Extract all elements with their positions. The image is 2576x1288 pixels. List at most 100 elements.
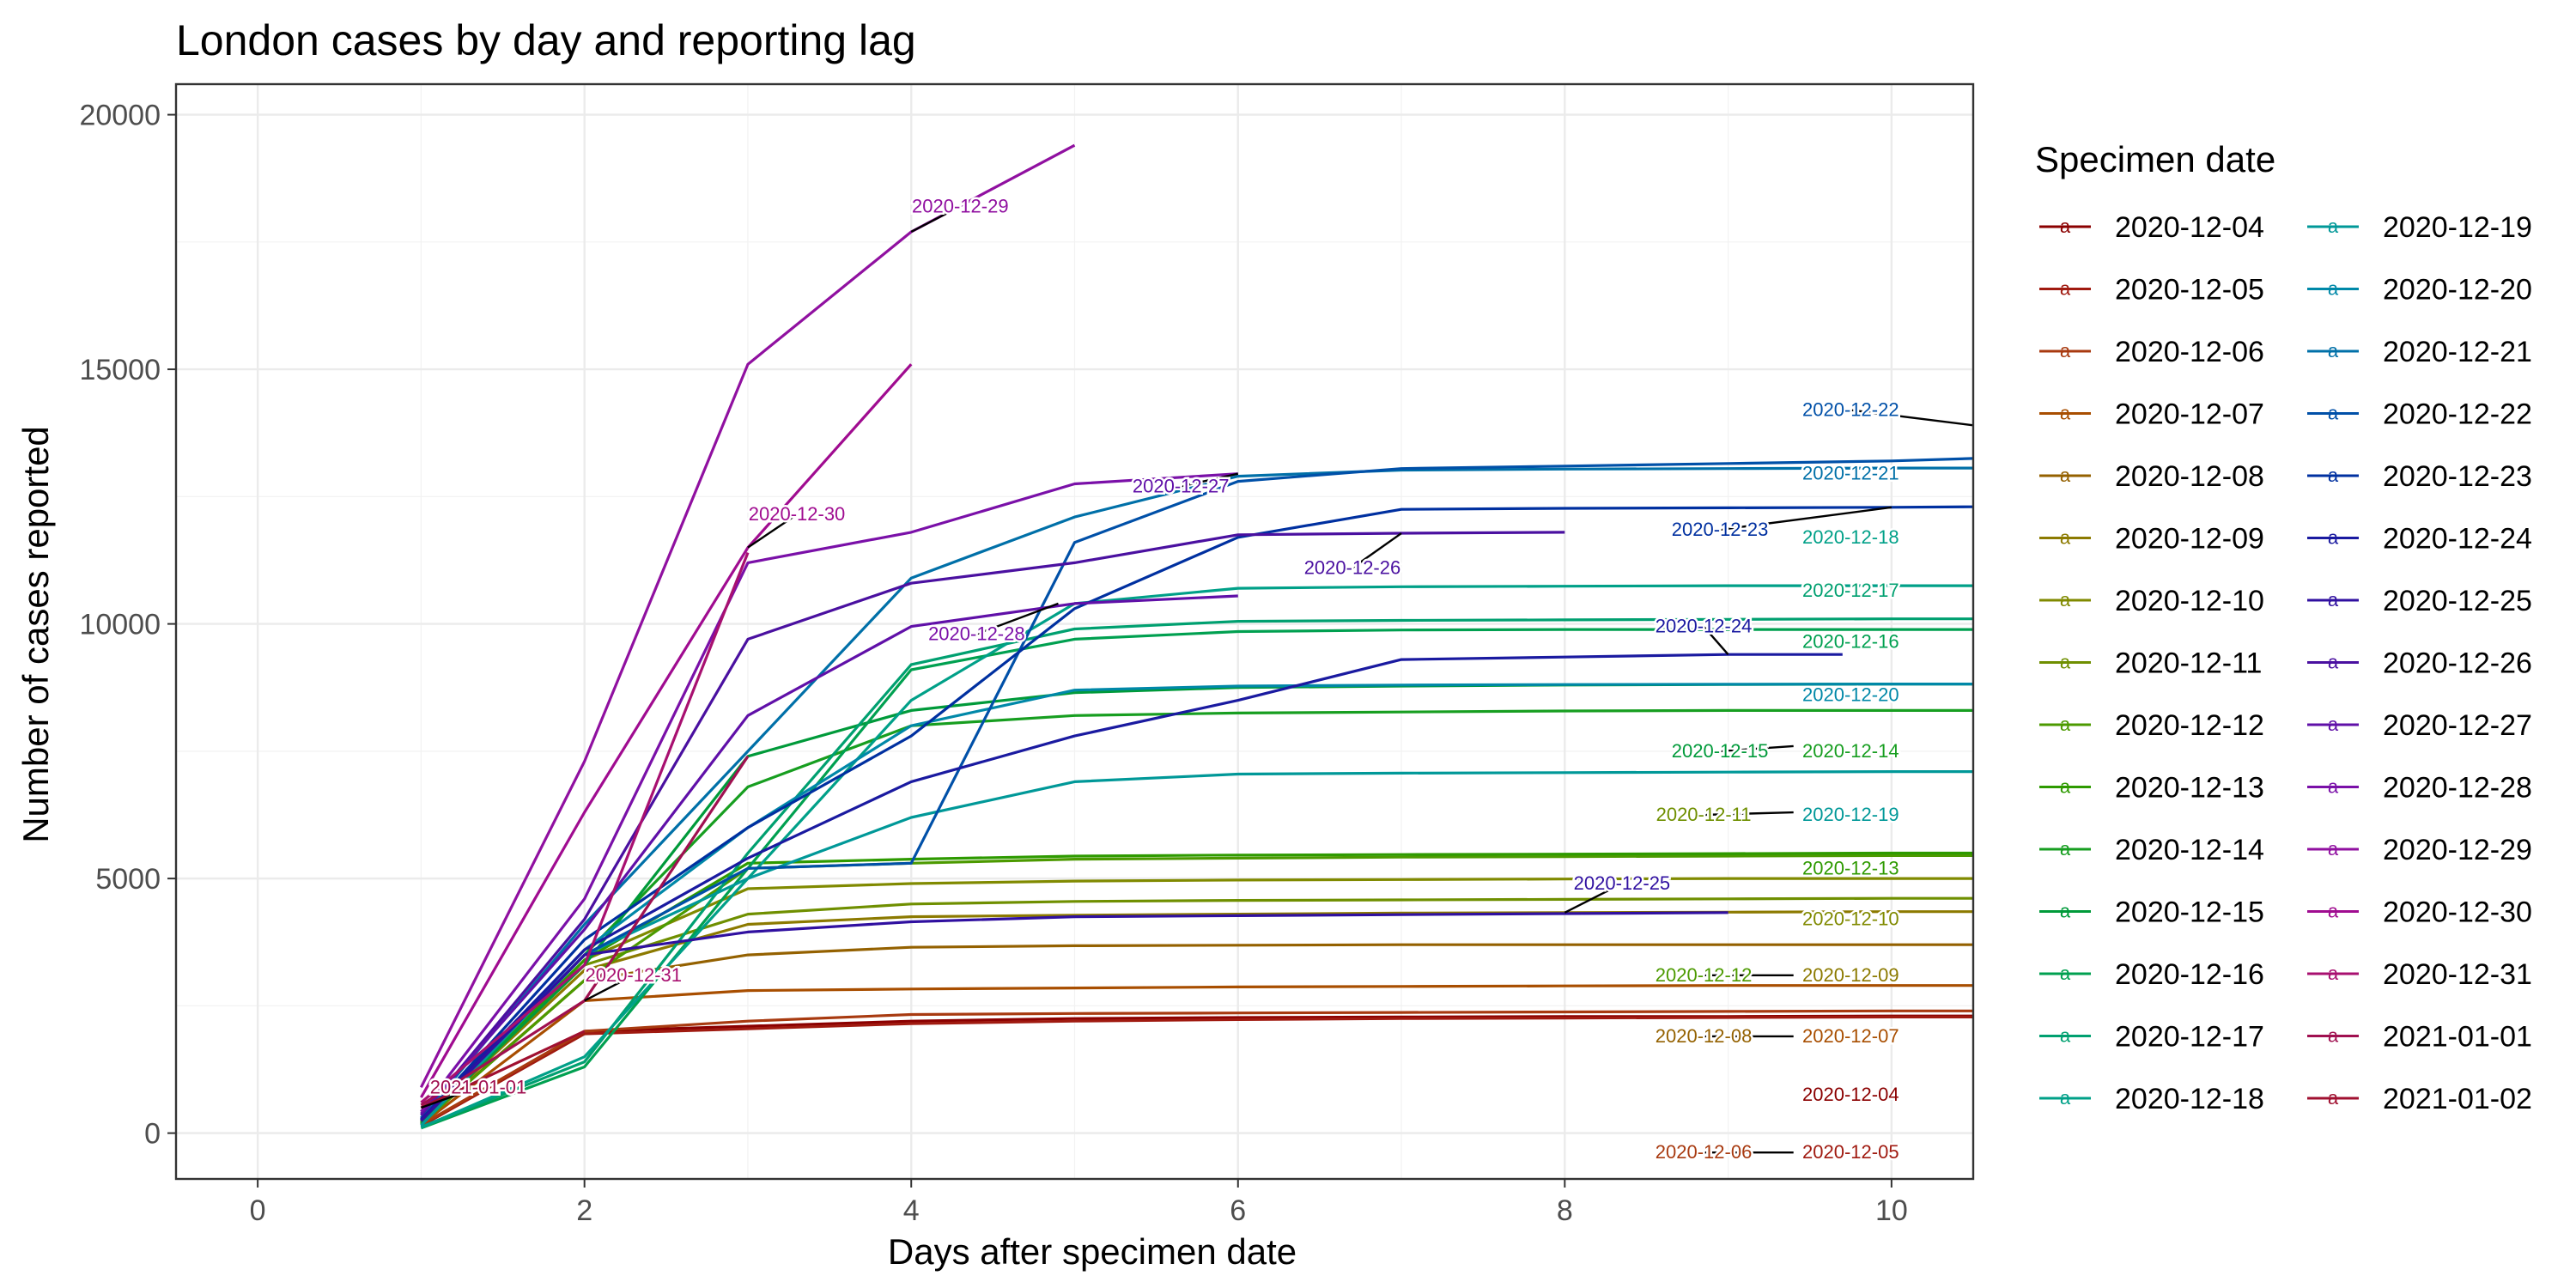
line-label: 2020-12-06 [1656, 1141, 1753, 1163]
legend-key-glyph: a [2328, 963, 2339, 984]
legend-item: a 2020-12-23 [2307, 460, 2532, 493]
legend-label: 2020-12-20 [2383, 274, 2532, 307]
line-label: 2020-12-13 [1802, 857, 1899, 878]
legend-label: 2020-12-08 [2115, 460, 2264, 493]
x-tick-label: 4 [903, 1194, 920, 1227]
legend-item: a 2020-12-21 [2307, 336, 2532, 368]
series-line-2020-12-25 [420, 911, 1728, 1122]
line-label: 2021-01-01 [430, 1076, 527, 1097]
legend-key-glyph: a [2060, 340, 2071, 361]
plot-panel: 0 2 4 6 8 10050001000015000200002020-12-29202… [79, 82, 1975, 1227]
legend-label: 2020-12-11 [2115, 647, 2262, 680]
line-label: 2020-12-25 [1574, 872, 1671, 894]
legend-label: 2020-12-31 [2383, 958, 2532, 991]
series-line-2020-12-29 [419, 143, 1076, 1089]
legend-item: a 2020-12-18 [2039, 1083, 2264, 1115]
label-leader-line [1850, 409, 1974, 427]
legend-label: 2020-12-19 [2383, 211, 2532, 244]
legend-key-glyph: a [2328, 714, 2339, 735]
x-axis-title: Days after specimen date [888, 1231, 1297, 1272]
legend-label: 2020-12-07 [2115, 398, 2264, 431]
series-line-2020-12-06 [420, 1009, 1973, 1127]
x-tick-label: 8 [1557, 1194, 1573, 1227]
x-tick-label: 10 [1875, 1194, 1908, 1227]
legend-key-glyph: a [2328, 340, 2339, 361]
legend: Specimen date a 2020-12-04 a 2020-12-05 a 202… [2035, 139, 2532, 1115]
line-label: 2020-12-26 [1304, 556, 1401, 578]
legend-item: a 2020-12-20 [2307, 274, 2532, 307]
series-lines [419, 143, 1973, 1130]
series-line-2020-12-28 [420, 472, 1238, 1113]
label-leader-line [910, 205, 961, 234]
line-label: 2020-12-09 [1802, 964, 1899, 986]
legend-key-glyph: a [2328, 1025, 2339, 1047]
line-label: 2020-12-10 [1802, 908, 1899, 930]
label-leader-line [975, 602, 1059, 635]
line-label: 2020-12-07 [1802, 1025, 1899, 1047]
label-leader-line [584, 974, 635, 1002]
label-leader-line [1180, 472, 1239, 488]
series-line-2020-12-20 [420, 682, 1973, 1121]
legend-label: 2020-12-10 [2115, 585, 2264, 617]
series-line-2020-12-08 [420, 943, 1973, 1125]
legend-label: 2020-12-27 [2383, 709, 2532, 742]
legend-item: a 2020-12-17 [2039, 1021, 2264, 1054]
legend-item: a 2020-12-12 [2039, 709, 2264, 742]
legend-key-glyph: a [2060, 403, 2071, 424]
label-leader-line [1719, 744, 1794, 753]
line-label: 2020-12-05 [1802, 1141, 1899, 1163]
legend-key-glyph: a [2060, 652, 2071, 673]
series-line-2020-12-18 [420, 584, 1973, 1129]
series-line-2020-12-11 [420, 896, 1973, 1123]
series-line-2020-12-16 [420, 628, 1973, 1130]
legend-key-glyph: a [2060, 901, 2071, 922]
line-label: 2020-12-23 [1672, 519, 1769, 540]
series-line-2020-12-12 [420, 854, 1973, 1126]
line-label: 2020-12-17 [1802, 580, 1899, 601]
legend-label: 2020-12-21 [2383, 336, 2532, 368]
series-line-2020-12-19 [420, 769, 1973, 1127]
legend-key-glyph: a [2328, 901, 2339, 922]
legend-key-glyph: a [2328, 589, 2339, 611]
legend-label: 2021-01-02 [2383, 1083, 2532, 1115]
legend-key-glyph: a [2060, 1087, 2071, 1109]
legend-label: 2020-12-22 [2383, 398, 2532, 431]
legend-label: 2020-12-25 [2383, 585, 2532, 617]
legend-key-glyph: a [2060, 465, 2071, 486]
label-leader-line [1719, 506, 1893, 532]
label-leader-line [1704, 811, 1794, 817]
legend-key-glyph: a [2328, 278, 2339, 300]
legend-item: a 2020-12-08 [2039, 460, 2264, 493]
series-line-2020-12-05 [420, 1015, 1973, 1127]
legend-item: a 2020-12-27 [2307, 709, 2532, 742]
line-label: 2020-12-21 [1802, 463, 1899, 484]
y-tick-label: 5000 [95, 863, 161, 896]
legend-item: a 2020-12-31 [2307, 958, 2532, 991]
series-line-2020-12-31 [420, 552, 750, 1104]
legend-label: 2020-12-04 [2115, 211, 2264, 244]
legend-item: a 2020-12-06 [2039, 336, 2264, 368]
y-tick-label: 15000 [79, 354, 161, 386]
plot-border [174, 82, 1975, 1181]
series-line-2020-12-22 [420, 457, 1973, 1121]
legend-item: a 2020-12-10 [2039, 585, 2264, 617]
legend-item: a 2020-12-13 [2039, 772, 2264, 805]
legend-key-glyph: a [2060, 589, 2071, 611]
legend-item: a 2020-12-30 [2307, 896, 2532, 929]
label-leader-line [421, 1086, 479, 1109]
legend-label: 2020-12-23 [2383, 460, 2532, 493]
legend-title: Specimen date [2035, 139, 2275, 179]
x-tick-label: 0 [250, 1194, 266, 1227]
y-tick-label: 10000 [79, 609, 161, 641]
series-line-2020-12-07 [420, 984, 1973, 1126]
line-label: 2020-12-20 [1802, 684, 1899, 706]
legend-label: 2020-12-18 [2115, 1083, 2264, 1115]
legend-key-glyph: a [2328, 403, 2339, 424]
legend-label: 2020-12-24 [2383, 523, 2532, 556]
legend-key-glyph: a [2060, 776, 2071, 798]
legend-item: a 2020-12-07 [2039, 398, 2264, 431]
y-tick-label: 20000 [79, 100, 161, 132]
line-label: 2020-12-16 [1802, 630, 1899, 652]
y-tick-label: 0 [144, 1118, 161, 1151]
